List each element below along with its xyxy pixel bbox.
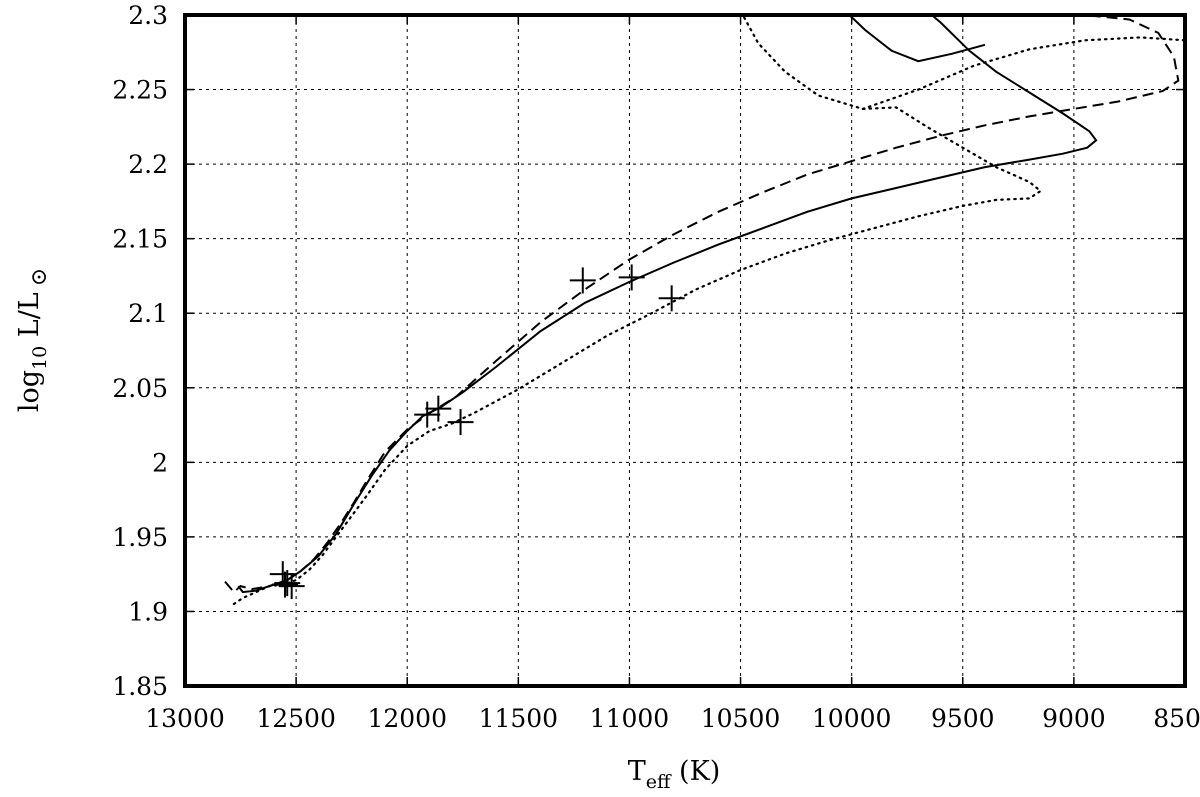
grid: [185, 15, 1185, 686]
x-tick-label: 10000: [812, 704, 892, 733]
x-tick-label: 9000: [1042, 704, 1106, 733]
plus-marker: [272, 571, 298, 598]
y-tick-labels: 1.85 1.9 1.95 2 2.05 2.1 2.15 2.2 2.25 2.3: [112, 1, 168, 701]
x-axis-title: Teff (K): [628, 756, 721, 793]
y-tick-label: 1.9: [128, 597, 168, 626]
x-tick-label: 8500: [1153, 704, 1200, 733]
series-line-dotted: [861, 36, 1187, 111]
plus-marker: [569, 267, 596, 294]
y-tick-label: 2: [152, 448, 168, 477]
x-tick-label: 12500: [256, 704, 336, 733]
x-tick-label: 10500: [701, 704, 781, 733]
plus-marker: [618, 264, 645, 291]
marker-group: [269, 264, 685, 600]
x-tick-label: 9500: [931, 704, 995, 733]
plus-marker: [274, 570, 301, 597]
series-line-solid: [237, 14, 1098, 594]
x-tick-label: 11500: [479, 704, 559, 733]
y-tick-label: 1.85: [112, 672, 168, 701]
x-tick-labels: 13000 12500 12000 11500 11000 10500 10000 9500 9…: [145, 704, 1200, 733]
plus-marker: [278, 573, 305, 600]
y-axis-title: log10 L/L⊙: [14, 268, 52, 412]
y-tick-label: 2.3: [128, 1, 168, 30]
plot-frame: [183, 13, 1187, 688]
plus-marker: [425, 395, 452, 422]
x-tick-label: 11000: [590, 704, 670, 733]
plus-marker: [447, 409, 474, 436]
series-line-dotted: [232, 13, 1043, 606]
x-tick-label: 13000: [145, 704, 225, 733]
y-tick-label: 2.25: [112, 76, 168, 105]
plus-marker: [414, 401, 441, 428]
plus-marker: [658, 285, 685, 312]
y-tick-label: 2.15: [112, 225, 168, 254]
series-line-solid: [848, 14, 986, 63]
y-tick-label: 2.05: [112, 374, 168, 403]
x-tick-label: 12000: [367, 704, 447, 733]
y-tick-label: 2.2: [128, 150, 168, 179]
series-group: [224, 13, 1187, 606]
y-tick-label: 1.95: [112, 523, 168, 552]
series-line-dashed: [224, 14, 1180, 594]
y-tick-label: 2.1: [128, 299, 168, 328]
